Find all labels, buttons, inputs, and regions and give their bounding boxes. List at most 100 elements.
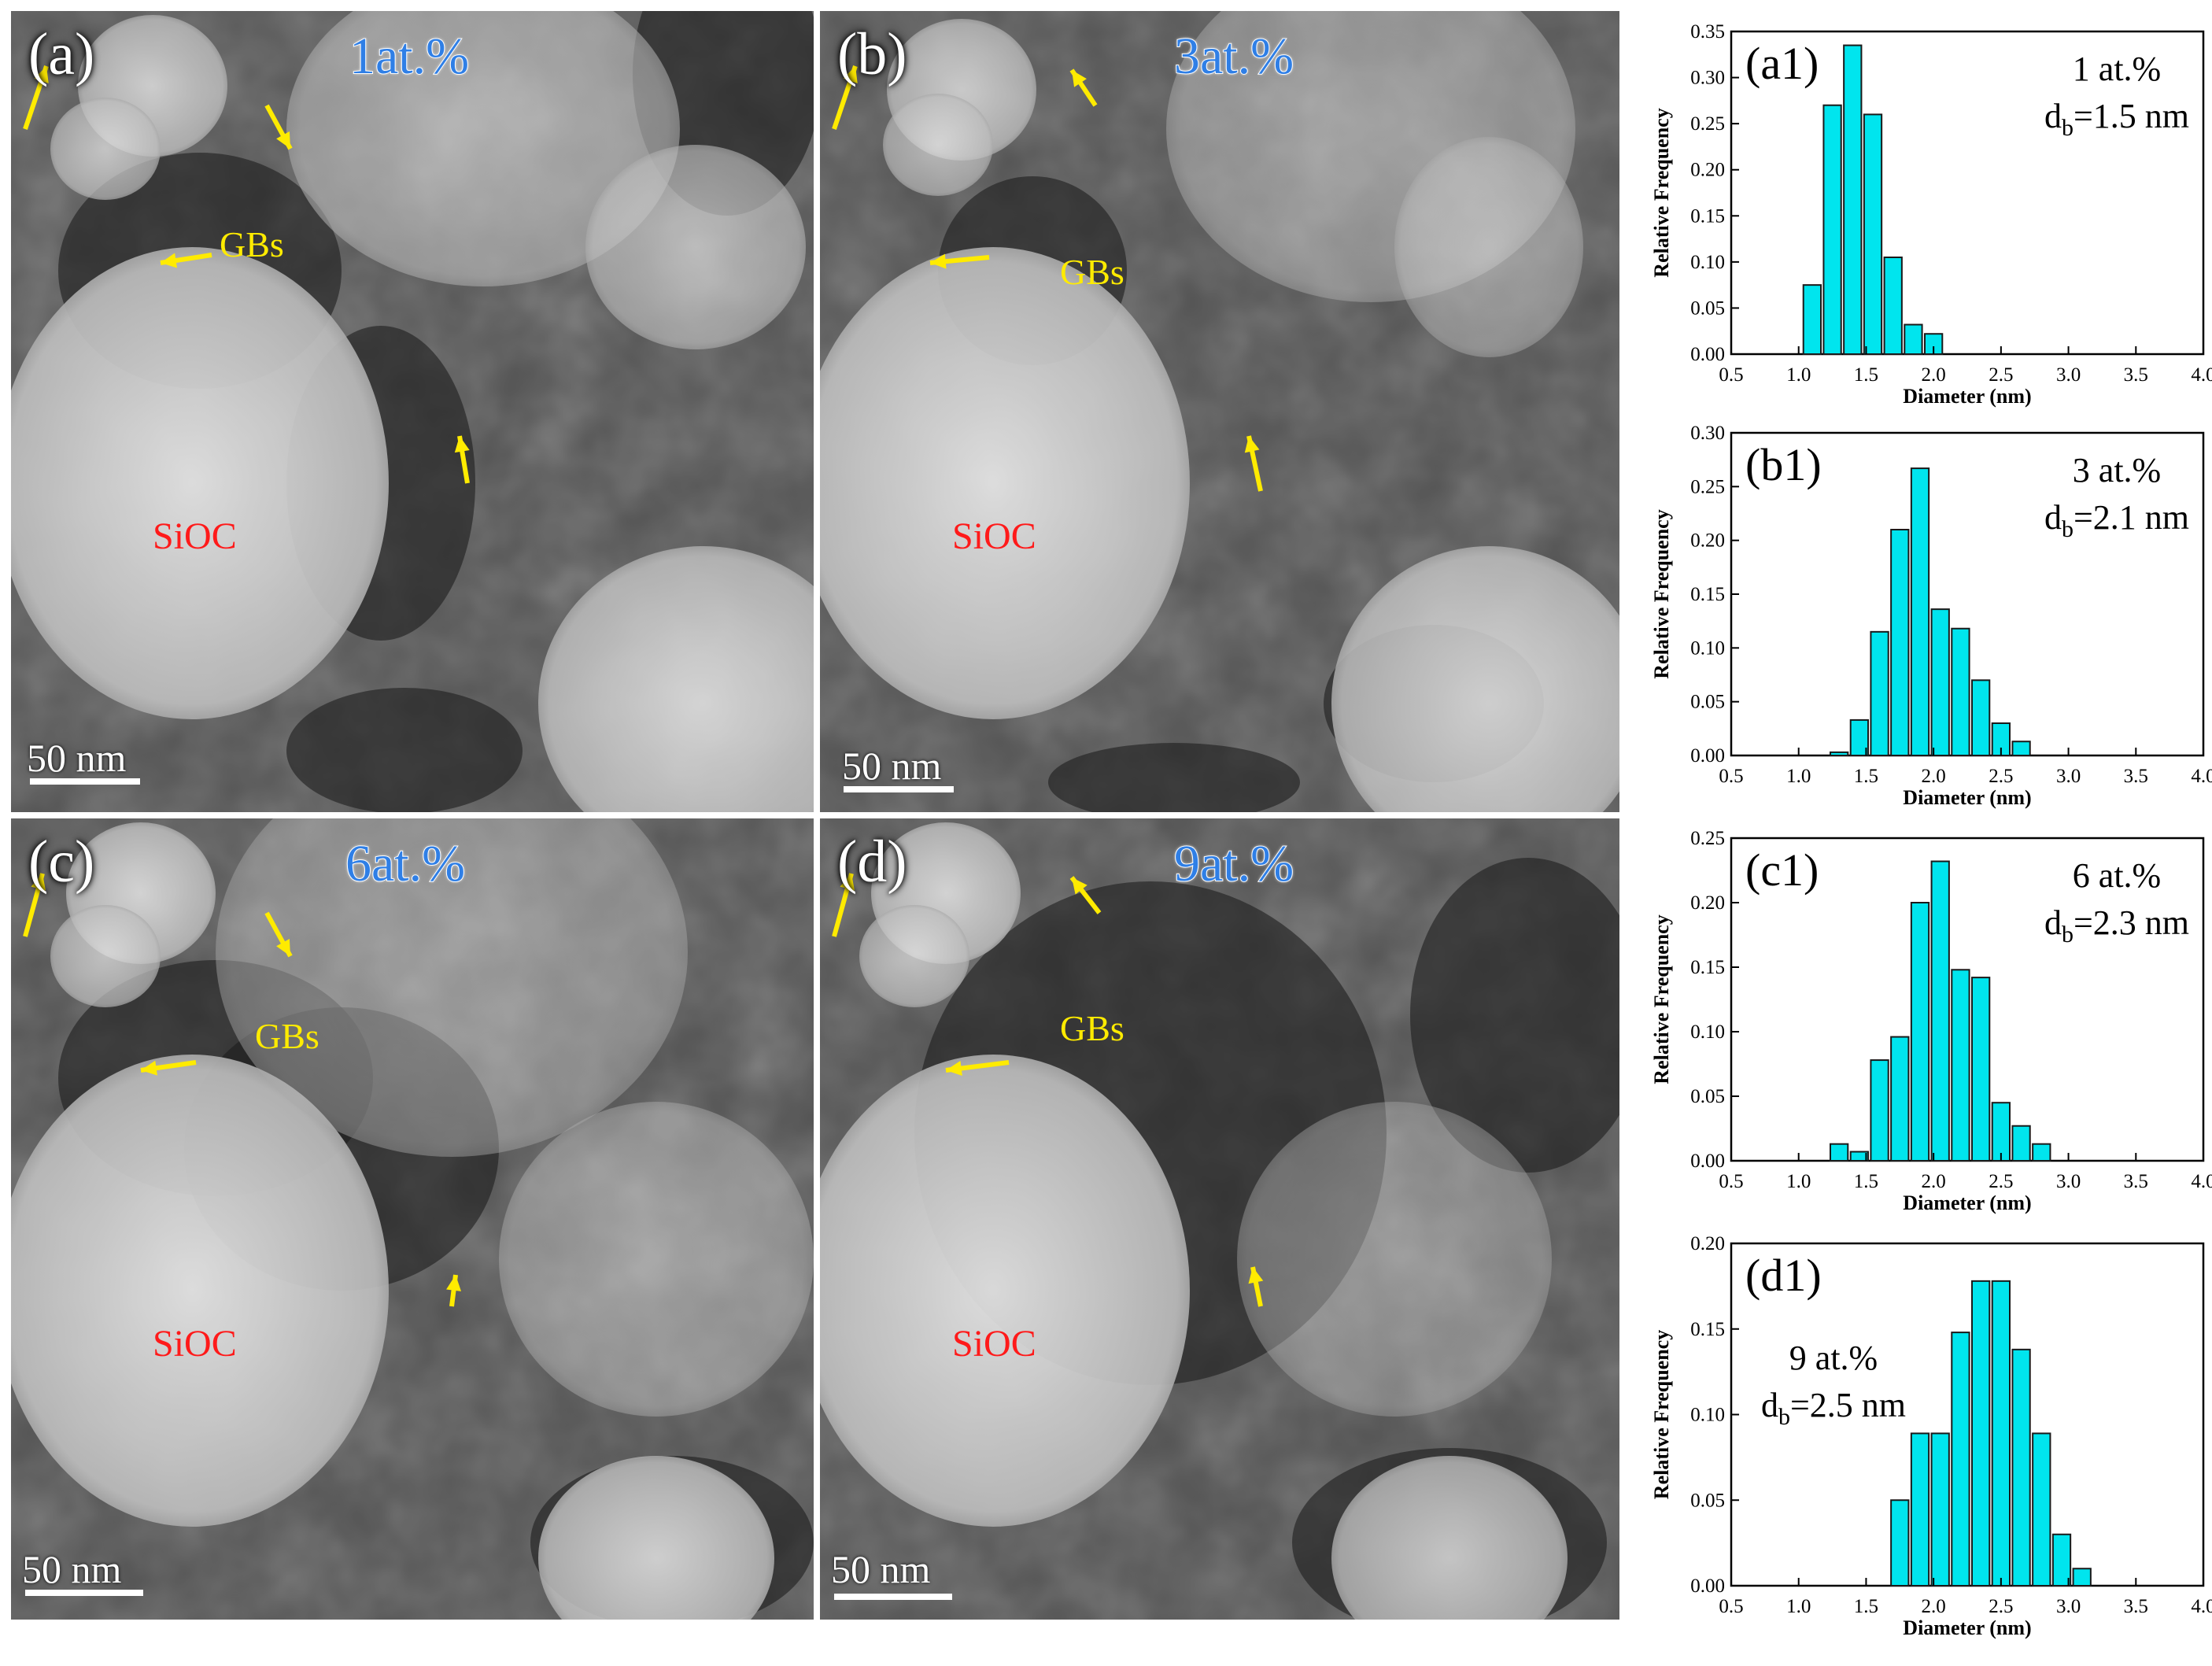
sioc-grain (286, 11, 680, 286)
y-tick-label: 0.00 (1690, 344, 1725, 365)
histogram-bar (1910, 902, 1930, 1162)
histogram-bar (1870, 630, 1889, 757)
x-tick-label: 0.5 (1719, 1596, 1743, 1617)
x-tick-label: 3.0 (2056, 1596, 2081, 1617)
histogram-panel-label: (b1) (1745, 439, 1822, 490)
scale-bar-label: 50 nm (27, 736, 127, 780)
sioc-grain (50, 98, 161, 200)
x-tick-label: 3.5 (2124, 766, 2148, 787)
tem-image (820, 818, 1619, 1620)
sioc-grain (820, 1055, 1190, 1527)
mean-diameter-annotation: db=2.1 nm (2044, 498, 2189, 542)
panel-label: (a) (28, 21, 95, 87)
composition-label: 1at.% (349, 27, 470, 86)
yellow-arrow-icon (23, 873, 46, 937)
y-tick-label: 0.00 (1690, 745, 1725, 767)
y-tick-label: 0.25 (1690, 476, 1725, 497)
x-tick-label: 3.5 (2124, 1171, 2148, 1192)
x-tick-label: 3.0 (2056, 364, 2081, 386)
sioc-grain (1237, 1102, 1552, 1417)
histogram-bar (1890, 529, 1910, 756)
sioc-grain (859, 905, 969, 1007)
x-tick-label: 3.0 (2056, 766, 2081, 787)
histogram-d1: 0.5 1.0 1.5 2.0 2.5 3.0 3.5 4.0 0.00 0.05 0.10 0.15… (1645, 1233, 2212, 1641)
tem-panel-c: (c) 6at.% SiOC GBs 50 nm (11, 818, 814, 1620)
x-tick-label: 1.0 (1786, 1171, 1811, 1192)
scale-bar-label: 50 nm (842, 744, 942, 788)
x-tick-label: 1.5 (1854, 364, 1878, 386)
y-tick-label: 0.30 (1690, 68, 1725, 89)
y-tick-label: 0.20 (1690, 892, 1725, 914)
sioc-label: SiOC (153, 515, 237, 557)
sioc-grain (11, 247, 389, 719)
composition-annotation: 6 at.% (2073, 856, 2161, 895)
histogram-bar (1910, 1432, 1930, 1587)
yellow-arrow-icon (1069, 68, 1098, 107)
y-tick-label: 0.15 (1690, 957, 1725, 978)
histogram-panel-label: (a1) (1745, 38, 1819, 89)
gbs-label: GBs (220, 224, 284, 264)
y-tick-label: 0.10 (1690, 1405, 1725, 1426)
x-tick-label: 2.5 (1989, 1596, 2013, 1617)
x-tick-label: 2.0 (1922, 1171, 1946, 1192)
yellow-arrow-icon (446, 1274, 462, 1307)
x-tick-label: 4.0 (2191, 1596, 2212, 1617)
x-tick-label: 1.5 (1854, 1596, 1878, 1617)
y-axis-label: Relative Frequency (1650, 914, 1673, 1084)
histogram-bar (1951, 969, 1970, 1162)
y-tick-label: 0.20 (1690, 160, 1725, 181)
histogram-svg: 0.5 1.0 1.5 2.0 2.5 3.0 3.5 4.0 0.00 0.05 0.10 0.15… (1650, 1233, 2212, 1639)
composition-annotation: 3 at.% (2073, 451, 2161, 489)
histogram-bar (2011, 1348, 2031, 1587)
histogram-bar (2072, 1568, 2092, 1587)
x-tick-label: 3.0 (2056, 1171, 2081, 1192)
histogram-bar (1930, 860, 1950, 1162)
x-tick-label: 3.5 (2124, 1596, 2148, 1617)
y-tick-label: 0.05 (1690, 692, 1725, 713)
x-axis-label: Diameter (nm) (1903, 385, 2031, 408)
y-axis-label: Relative Frequency (1650, 1330, 1673, 1499)
sioc-label: SiOC (952, 515, 1036, 557)
composition-label: 9at.% (1173, 834, 1294, 893)
y-tick-label: 0.20 (1690, 1233, 1725, 1254)
y-tick-label: 0.20 (1690, 530, 1725, 552)
histogram-c1: 0.5 1.0 1.5 2.0 2.5 3.0 3.5 4.0 0.00 0.05 0.10 0.15… (1645, 828, 2212, 1216)
histogram-svg: 0.5 1.0 1.5 2.0 2.5 3.0 3.5 4.0 0.00 0.05 0.10 0.15… (1650, 21, 2212, 408)
scale-bar (30, 778, 140, 785)
sioc-label: SiOC (153, 1323, 237, 1365)
x-tick-label: 0.5 (1719, 1171, 1743, 1192)
yellow-arrow-icon (1069, 876, 1102, 914)
scale-bar (834, 1594, 952, 1600)
histogram-bar (1849, 1151, 1870, 1162)
histogram-bar (1883, 257, 1903, 355)
tem-panel-a: (a) 1at.% SiOC GBs 50 nm (11, 11, 814, 812)
histogram-svg: 0.5 1.0 1.5 2.0 2.5 3.0 3.5 4.0 0.00 0.05 0.10 0.15… (1650, 423, 2212, 809)
x-axis-label: Diameter (nm) (1903, 786, 2031, 809)
scale-bar (25, 1590, 143, 1596)
x-tick-label: 2.5 (1989, 766, 2013, 787)
histogram-bar (1890, 1036, 1910, 1162)
y-tick-label: 0.00 (1690, 1575, 1725, 1597)
histogram-bar (1951, 1332, 1970, 1587)
tem-panel-b: (b) 3at.% SiOC GBs 50 nm (820, 11, 1619, 812)
gbs-label: GBs (1060, 252, 1124, 292)
x-tick-label: 4.0 (2191, 1171, 2212, 1192)
scale-bar-label: 50 nm (831, 1547, 931, 1591)
yellow-arrow-icon (1248, 1266, 1264, 1307)
histogram-bar (2051, 1533, 2072, 1587)
x-tick-label: 4.0 (2191, 766, 2212, 787)
x-tick-label: 2.0 (1922, 766, 1946, 787)
yellow-arrow-icon (1244, 435, 1263, 492)
sioc-grain (50, 905, 161, 1007)
yellow-arrow-icon (454, 435, 470, 484)
y-axis-label: Relative Frequency (1650, 108, 1673, 277)
histogram-bar (1971, 977, 1991, 1162)
y-tick-label: 0.10 (1690, 637, 1725, 659)
histogram-bar (1849, 718, 1870, 756)
tem-image (11, 818, 814, 1620)
x-tick-label: 1.5 (1854, 1171, 1878, 1192)
x-tick-label: 3.5 (2124, 364, 2148, 386)
tem-image (11, 11, 814, 812)
x-tick-label: 1.5 (1854, 766, 1878, 787)
histogram-bar (1830, 751, 1849, 756)
